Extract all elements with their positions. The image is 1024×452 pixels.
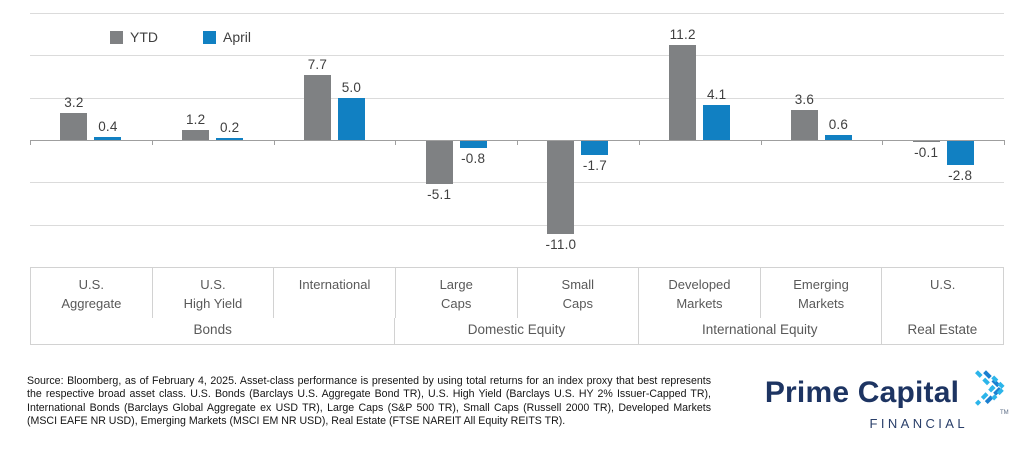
axis-tick [639,140,640,145]
axis-tick [274,140,275,145]
bar-value-label: 5.0 [341,79,362,95]
logo-wordmark: Prime Capital [764,376,960,409]
bar-ytd-2 [303,74,331,140]
bar-april-5 [703,105,731,140]
gridline [30,13,1004,14]
axis-tick [152,140,153,145]
bar-value-label: -11.0 [545,237,577,253]
legend-item-april: April [203,29,251,45]
april-swatch-icon [203,30,216,44]
bar-value-label: -0.1 [914,144,939,160]
asset-class-cell-4: Small Caps [518,268,640,318]
asset-class-cell-3: Large Caps [396,268,518,318]
source-footnote: Source: Bloomberg, as of February 4, 202… [27,375,711,428]
bar-ytd-4 [547,141,575,235]
bar-ytd-0 [60,112,88,140]
axis-tick [761,140,762,145]
bar-april-2 [337,97,365,140]
bar-value-label: 0.4 [98,118,118,134]
asset-group-cell-0: Bonds [31,318,396,345]
legend-item-ytd: YTD [110,29,158,45]
bar-ytd-5 [669,45,697,140]
asset-class-cell-2: International [274,268,396,318]
asset-group-cell-1: Domestic Equity [395,318,639,345]
asset-group-cell-3: Real Estate [907,322,978,337]
bar-value-label: -5.1 [427,187,452,203]
bar-value-label: 0.2 [219,120,240,136]
bar-value-label: 3.6 [794,91,815,107]
bar-value-label: 11.2 [669,27,696,43]
gridline [30,55,1004,57]
asset-class-cell-6: Emerging Markets [761,268,883,318]
bar-value-label: 0.6 [828,116,849,132]
bar-ytd-3 [425,141,453,185]
ytd-swatch-icon [110,30,123,44]
asset-group-row: Bonds Domestic Equity International Equity… [31,318,1003,345]
asset-class-cell-1: U.S. High Yield [153,268,275,318]
logo-subtitle: FINANCIAL [869,416,968,431]
asset-group-cell-2: International Equity [639,318,882,345]
bar-value-label: -2.8 [948,167,973,183]
asset-class-cell-5: Developed Markets [639,268,761,318]
chevron-arrow-icon [974,370,1006,406]
bar-chart-plot-area: 3.2 1.2 7.7 -5.1 -11.0 11.2 3.6 -0.1 0.4 0.2 5.0 -0… [30,13,1005,267]
gridline [30,97,1004,99]
axis-tick [517,140,518,145]
bar-value-label: 4.1 [706,87,727,103]
axis-tick [395,140,396,145]
chart-legend: YTD April [110,29,251,45]
legend-label-april: April [223,29,252,45]
bar-april-6 [824,134,852,140]
gridline [30,182,1004,184]
category-table: U.S. Aggregate U.S. High Yield Internation… [30,267,1004,345]
bar-ytd-6 [790,109,818,140]
bar-april-4 [581,141,609,156]
asset-class-cell-7: U.S. [930,277,956,292]
bar-ytd-7 [912,141,940,142]
trademark-symbol: TM [1000,410,1009,416]
bar-value-label: 1.2 [185,111,206,127]
asset-class-row: U.S. Aggregate U.S. High Yield Internation… [31,268,1003,318]
bar-value-label: 3.2 [64,94,84,110]
bar-value-label: 7.7 [307,56,328,72]
bar-value-label: -1.7 [582,158,607,174]
axis-tick [30,140,31,145]
bar-value-label: -0.8 [461,150,486,166]
asset-class-cell-0: U.S. Aggregate [31,268,153,318]
bar-april-1 [216,138,244,140]
legend-label-ytd: YTD [130,29,158,45]
gridline [30,224,1004,226]
bar-april-7 [946,141,974,165]
bar-april-3 [459,141,487,148]
bar-ytd-1 [182,129,210,140]
bar-april-0 [94,136,122,140]
axis-tick [882,140,883,145]
prime-capital-logo: Prime Capital FINANCIAL TM [752,366,1012,442]
axis-tick [1004,140,1005,145]
